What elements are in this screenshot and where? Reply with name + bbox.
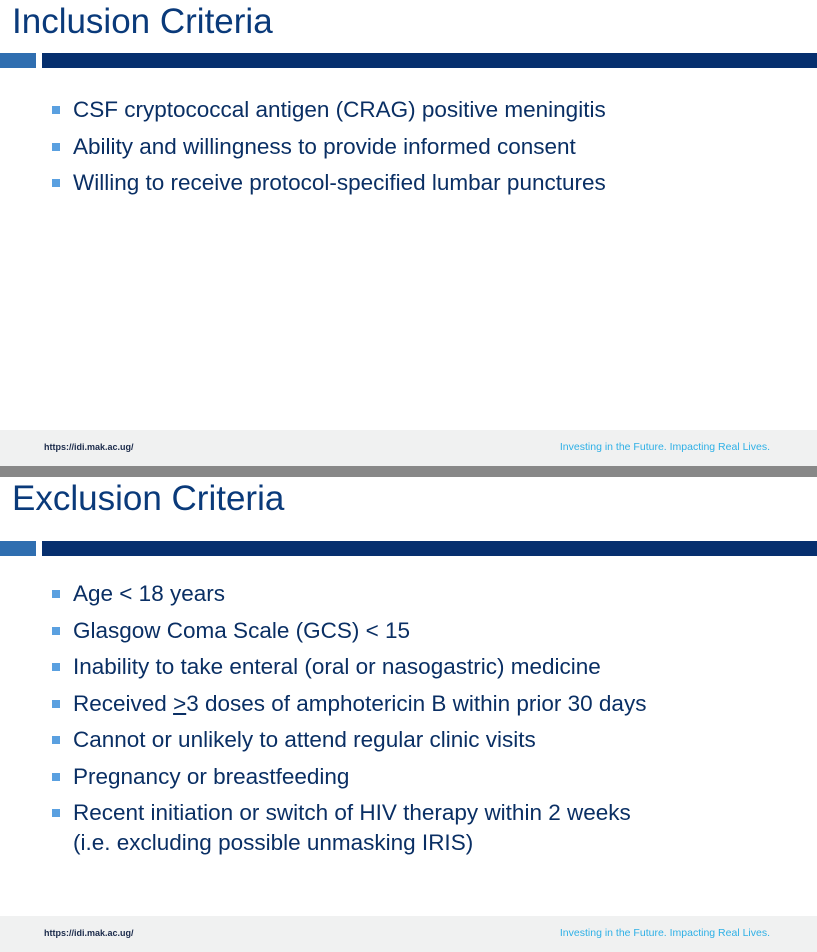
item-text: Received — [73, 690, 174, 716]
slide-footer: https://idi.mak.ac.ug/ Investing in the … — [0, 430, 817, 466]
list-item: Age < 18 years — [52, 576, 646, 613]
list-item: Inability to take enteral (oral or nasog… — [52, 649, 646, 686]
bullet-icon — [52, 663, 60, 671]
list-item: Ability and willingness to provide infor… — [52, 129, 606, 166]
footer-url[interactable]: https://idi.mak.ac.ug/ — [44, 442, 134, 452]
list-item: Willing to receive protocol-specified lu… — [52, 165, 606, 202]
bullet-icon — [52, 142, 60, 151]
bullet-icon — [52, 626, 60, 635]
footer-url[interactable]: https://idi.mak.ac.ug/ — [44, 928, 134, 938]
item-text: (i.e. excluding possible unmasking IRIS) — [73, 830, 474, 855]
list-item: Recent initiation or switch of HIV thera… — [52, 795, 646, 858]
title-bar — [42, 53, 817, 68]
footer-tagline: Investing in the Future. Impacting Real … — [559, 441, 770, 453]
item-text: Pregnancy or breastfeeding — [73, 763, 350, 789]
slide-title: Inclusion Criteria — [12, 2, 273, 41]
list-item: Pregnancy or breastfeeding — [52, 759, 646, 796]
slide-inclusion: Inclusion Criteria CSF cryptococcal anti… — [0, 0, 817, 466]
bullet-icon — [52, 772, 60, 781]
slide-separator — [0, 466, 817, 477]
bullet-icon — [52, 736, 60, 744]
item-text: Willing to receive protocol-specified lu… — [73, 170, 606, 195]
item-text: CSF cryptococcal antigen (CRAG) positive… — [73, 97, 606, 122]
item-text: Inability to take enteral (oral or nasog… — [73, 654, 601, 679]
bullet-icon — [52, 179, 60, 187]
bullet-icon — [52, 699, 60, 708]
item-text: Cannot or unlikely to attend regular cli… — [73, 727, 536, 752]
slide-title: Exclusion Criteria — [12, 479, 285, 518]
list-item: CSF cryptococcal antigen (CRAG) positive… — [52, 92, 606, 129]
list-item: Received >3 doses of amphotericin B with… — [52, 686, 646, 723]
bullet-icon — [52, 809, 60, 817]
list-item: Cannot or unlikely to attend regular cli… — [52, 722, 646, 759]
title-bar-accent — [0, 541, 36, 556]
title-bar — [42, 541, 817, 556]
inclusion-list: CSF cryptococcal antigen (CRAG) positive… — [52, 92, 606, 202]
item-text: Age < 18 years — [73, 581, 225, 606]
item-text-underlined: > — [173, 690, 187, 716]
bullet-icon — [52, 590, 60, 598]
slide-exclusion: Exclusion Criteria Age < 18 years Glasgo… — [0, 477, 817, 952]
footer-tagline: Investing in the Future. Impacting Real … — [559, 927, 770, 939]
item-text: Glasgow Coma Scale (GCS) < 15 — [73, 617, 411, 643]
bullet-icon — [52, 106, 60, 114]
slide-footer: https://idi.mak.ac.ug/ Investing in the … — [0, 916, 817, 952]
item-text: Recent initiation or switch of HIV thera… — [73, 800, 631, 825]
item-text: 3 doses of amphotericin B within prior 3… — [186, 690, 647, 716]
exclusion-list: Age < 18 years Glasgow Coma Scale (GCS) … — [52, 576, 646, 858]
title-bar-accent — [0, 53, 36, 68]
item-text: Ability and willingness to provide infor… — [73, 133, 576, 159]
list-item: Glasgow Coma Scale (GCS) < 15 — [52, 613, 646, 650]
